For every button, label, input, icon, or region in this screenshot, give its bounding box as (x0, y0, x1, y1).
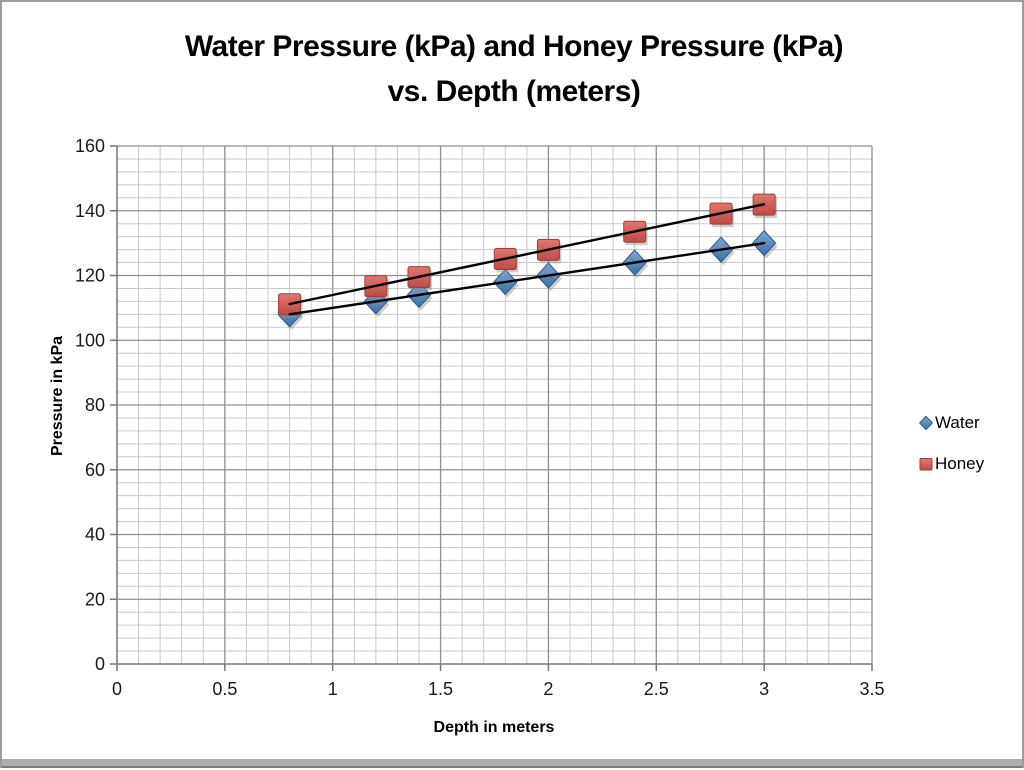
x-tick-label: 1 (328, 679, 338, 699)
y-axis-title: Pressure in kPa (49, 335, 66, 457)
water-trendline (288, 241, 766, 316)
chart-title: Water Pressure (kPa) and Honey Pressure … (64, 24, 964, 114)
y-tick-label: 100 (75, 330, 105, 350)
y-tick-label: 60 (85, 460, 105, 480)
y-tick-label: 120 (75, 266, 105, 286)
image-bottom-edge (2, 759, 1022, 768)
water-legend-marker (919, 415, 933, 431)
x-axis-title: Depth in meters (433, 719, 555, 736)
y-tick-label: 80 (85, 395, 105, 415)
legend-item-honey: Honey (919, 454, 984, 474)
y-tick-label: 140 (75, 201, 105, 221)
x-tick-label: 2.5 (644, 679, 669, 699)
x-tick-label: 3 (759, 679, 769, 699)
water-diamond-legend-icon (919, 415, 933, 431)
x-tick-label: 3.5 (859, 679, 884, 699)
honey-legend-marker (919, 458, 933, 471)
x-tick-label: 1.5 (428, 679, 453, 699)
legend-label-honey: Honey (935, 454, 985, 473)
legend-label-water: Water (935, 413, 980, 432)
x-tick-label: 2 (543, 679, 553, 699)
y-tick-label: 40 (85, 525, 105, 545)
honey-square-legend-icon (919, 457, 933, 471)
y-tick-label: 20 (85, 589, 105, 609)
legend-item-water: Water (919, 413, 984, 433)
x-tick-label: 0.5 (212, 679, 237, 699)
chart-title-line2: vs. Depth (meters) (387, 75, 641, 108)
y-tick-label: 160 (75, 136, 105, 156)
chart-title-line1: Water Pressure (kPa) and Honey Pressure … (184, 30, 844, 63)
y-tick-label: 0 (95, 654, 105, 674)
honey-trendline (288, 203, 766, 306)
legend: Water Honey (919, 413, 984, 495)
x-tick-label: 0 (112, 679, 122, 699)
